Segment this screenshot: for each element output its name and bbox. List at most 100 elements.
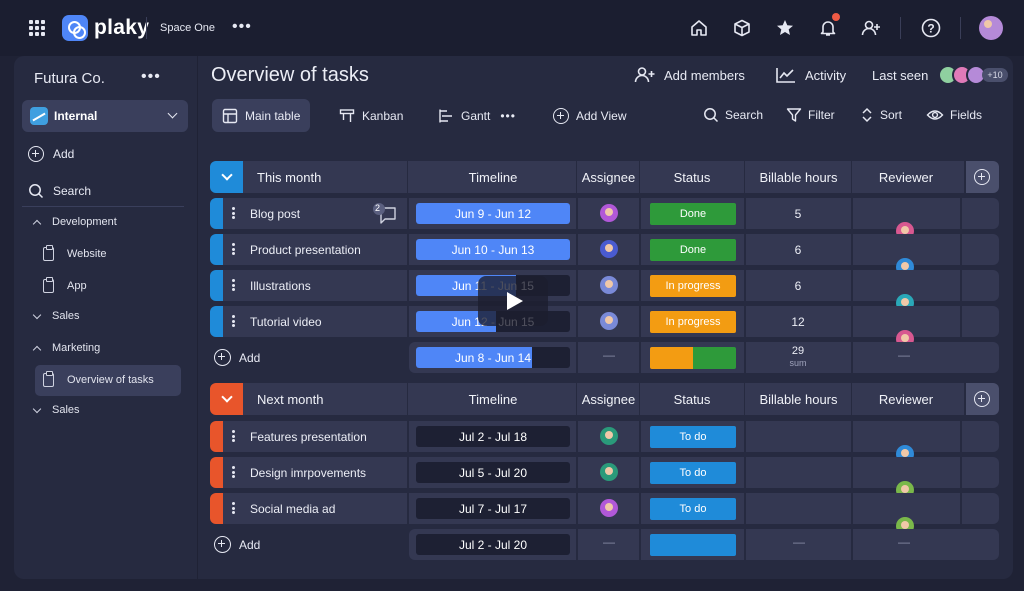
- cube-icon[interactable]: [729, 15, 755, 41]
- column-header-reviewer[interactable]: Reviewer: [878, 392, 934, 407]
- row-menu-icon[interactable]: [232, 243, 235, 255]
- row-menu-icon[interactable]: [232, 315, 235, 327]
- status-pill[interactable]: In progress: [650, 275, 736, 297]
- sidebar-folder-marketing[interactable]: Marketing: [32, 342, 100, 355]
- sort-button[interactable]: Sort: [860, 107, 902, 123]
- status-pill[interactable]: In progress: [650, 311, 736, 333]
- column-header-reviewer[interactable]: Reviewer: [878, 170, 934, 185]
- group-title[interactable]: Next month: [257, 392, 324, 407]
- column-header-timeline[interactable]: Timeline: [468, 170, 518, 185]
- assignee-avatar[interactable]: [600, 240, 618, 258]
- status-pill[interactable]: To do: [650, 462, 736, 484]
- table-row[interactable]: Features presentation Jul 2 - Jul 18 To …: [210, 421, 999, 463]
- task-name[interactable]: Blog post: [250, 207, 301, 221]
- column-header-billable-hours[interactable]: Billable hours: [759, 392, 838, 407]
- status-pill[interactable]: Done: [650, 203, 736, 225]
- group-collapse-button[interactable]: [210, 383, 243, 415]
- tab-kanban[interactable]: Kanban: [329, 99, 413, 132]
- table-row[interactable]: Blog post 2 Jun 9 - Jun 12 Done 5: [210, 198, 999, 240]
- sidebar-folder-sales[interactable]: Sales: [32, 310, 80, 322]
- billable-hours-value[interactable]: 12: [791, 315, 805, 329]
- board-selector[interactable]: Internal: [22, 100, 188, 132]
- help-icon[interactable]: ?: [918, 15, 944, 41]
- timeline-bar[interactable]: Jun 9 - Jun 12: [416, 203, 570, 224]
- workspace-more-button[interactable]: •••: [141, 68, 161, 85]
- star-icon[interactable]: [772, 15, 798, 41]
- bell-icon[interactable]: [815, 13, 841, 41]
- timeline-bar[interactable]: Jun 10 - Jun 13: [416, 239, 570, 260]
- add-task-button[interactable]: Add: [214, 349, 260, 366]
- sidebar-item-website[interactable]: Website: [43, 245, 107, 261]
- column-header-status[interactable]: Status: [673, 392, 711, 407]
- add-task-button[interactable]: Add: [214, 536, 260, 553]
- task-name[interactable]: Illustrations: [250, 279, 311, 293]
- table-row[interactable]: Social media ad Jul 7 - Jul 17 To do: [210, 493, 999, 535]
- row-menu-icon[interactable]: [232, 502, 235, 514]
- activity-button[interactable]: Activity: [775, 66, 846, 84]
- row-menu-icon[interactable]: [232, 430, 235, 442]
- sidebar-folder-sales-2[interactable]: Sales: [32, 404, 80, 416]
- status-pill[interactable]: To do: [650, 498, 736, 520]
- sidebar-item-app[interactable]: App: [43, 277, 87, 293]
- sidebar-add[interactable]: Add: [28, 146, 74, 162]
- comment-icon[interactable]: [372, 203, 398, 225]
- workspace-name[interactable]: Futura Co.: [34, 70, 105, 87]
- last-seen[interactable]: Last seen +10: [872, 65, 1008, 85]
- sidebar-item-overview-of-tasks[interactable]: Overview of tasks: [43, 371, 154, 387]
- column-header-assignee[interactable]: Assignee: [581, 392, 636, 407]
- add-members-button[interactable]: Add members: [634, 66, 745, 84]
- column-header-assignee[interactable]: Assignee: [581, 170, 636, 185]
- user-avatar[interactable]: [978, 15, 1004, 41]
- billable-hours-value[interactable]: 6: [794, 243, 802, 257]
- task-name[interactable]: Design imrpovements: [250, 466, 367, 480]
- assignee-avatar[interactable]: [600, 463, 618, 481]
- assignee-avatar[interactable]: [600, 427, 618, 445]
- status-pill[interactable]: To do: [650, 426, 736, 448]
- table-row[interactable]: Product presentation Jun 10 - Jun 13 Don…: [210, 234, 999, 276]
- task-name[interactable]: Product presentation: [250, 243, 361, 257]
- add-view-button[interactable]: Add View: [543, 99, 636, 132]
- app-logo[interactable]: plaky: [62, 15, 149, 41]
- row-menu-icon[interactable]: [232, 279, 235, 291]
- timeline-bar[interactable]: Jul 5 - Jul 20: [416, 462, 570, 483]
- timeline-bar[interactable]: Jul 2 - Jul 18: [416, 426, 570, 447]
- sidebar-folder-development[interactable]: Development: [32, 216, 117, 229]
- fields-button[interactable]: Fields: [926, 107, 982, 123]
- filter-button[interactable]: Filter: [786, 107, 835, 123]
- task-name[interactable]: Features presentation: [250, 430, 367, 444]
- sidebar-search[interactable]: Search: [28, 183, 91, 199]
- play-video-button[interactable]: [478, 276, 548, 326]
- table-row[interactable]: Tutorial video Jun 12 - Jun 15 In progre…: [210, 306, 999, 348]
- space-selector[interactable]: Space One: [160, 22, 216, 34]
- group-title[interactable]: This month: [257, 170, 322, 185]
- add-column-button[interactable]: [966, 161, 999, 193]
- add-column-button[interactable]: [966, 383, 999, 415]
- gantt-more-button[interactable]: •••: [500, 108, 516, 123]
- group-collapse-button[interactable]: [210, 161, 243, 193]
- row-menu-icon[interactable]: [232, 466, 235, 478]
- column-header-timeline[interactable]: Timeline: [468, 392, 518, 407]
- billable-hours-value[interactable]: 6: [794, 279, 802, 293]
- assignee-avatar[interactable]: [600, 499, 618, 517]
- column-header-status[interactable]: Status: [673, 170, 711, 185]
- space-more-button[interactable]: •••: [232, 18, 252, 35]
- status-pill[interactable]: Done: [650, 239, 736, 261]
- table-row[interactable]: Design imrpovements Jul 5 - Jul 20 To do: [210, 457, 999, 499]
- search-button[interactable]: Search: [703, 107, 763, 123]
- tab-gantt[interactable]: Gantt •••: [428, 99, 526, 132]
- assignee-avatar[interactable]: [600, 204, 618, 222]
- active-item-highlight: [35, 365, 181, 396]
- home-icon[interactable]: [686, 15, 712, 41]
- task-name[interactable]: Tutorial video: [250, 315, 322, 329]
- tab-main-table[interactable]: Main table: [212, 99, 311, 132]
- column-header-billable-hours[interactable]: Billable hours: [759, 170, 838, 185]
- billable-hours-value[interactable]: 5: [794, 207, 802, 221]
- assignee-avatar[interactable]: [600, 276, 618, 294]
- table-row[interactable]: Illustrations Jun 11 - Jun 15 In progres…: [210, 270, 999, 312]
- row-menu-icon[interactable]: [232, 207, 235, 219]
- app-grid-icon[interactable]: [29, 20, 45, 36]
- invite-user-icon[interactable]: [858, 15, 884, 41]
- task-name[interactable]: Social media ad: [250, 502, 336, 516]
- assignee-avatar[interactable]: [600, 312, 618, 330]
- timeline-bar[interactable]: Jul 7 - Jul 17: [416, 498, 570, 519]
